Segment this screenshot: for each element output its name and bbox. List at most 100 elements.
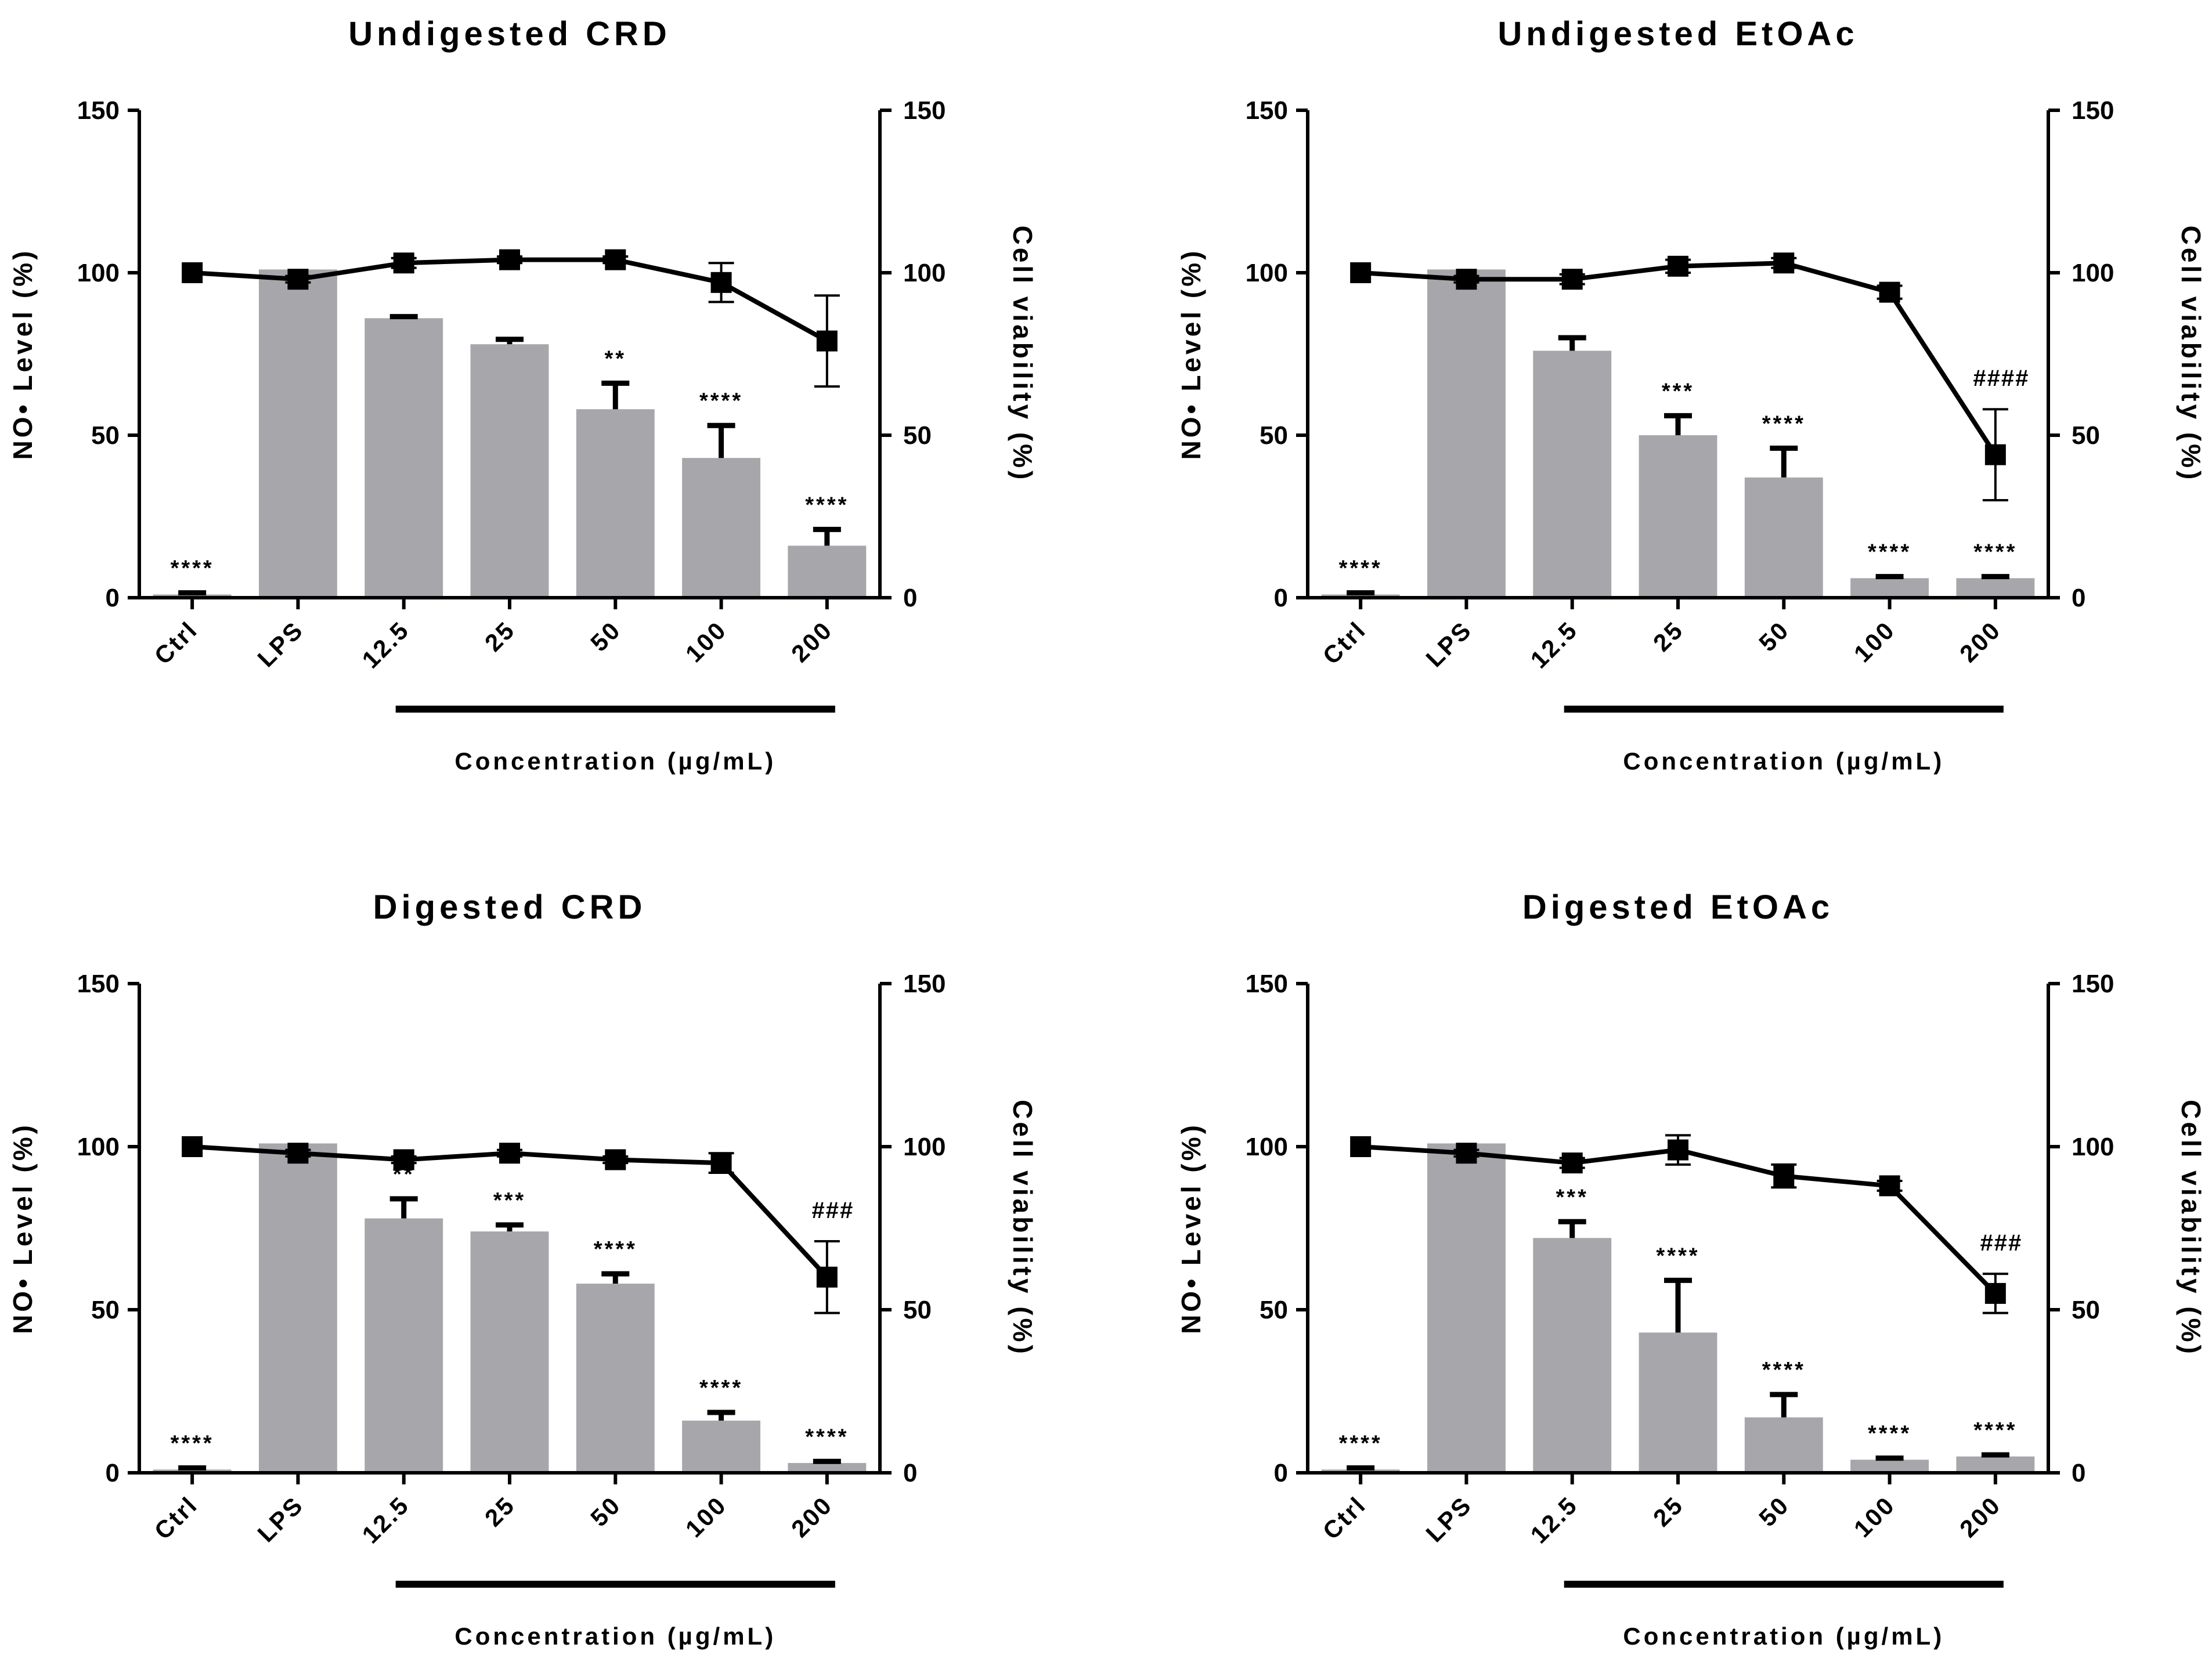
cell-viability-point bbox=[499, 249, 520, 270]
category-label: 200 bbox=[786, 616, 838, 667]
significance-label: **** bbox=[171, 1432, 214, 1456]
y2-tick-label: 50 bbox=[903, 1296, 932, 1324]
y2-tick-label: 100 bbox=[2072, 259, 2114, 287]
significance-label: **** bbox=[1868, 1422, 1911, 1446]
cell-viability-point bbox=[499, 1143, 520, 1164]
viability-significance-label: ### bbox=[811, 1198, 854, 1223]
y-axis-label: NO• Level (%) bbox=[8, 248, 38, 460]
category-label: 25 bbox=[479, 1491, 521, 1532]
cell-viability-point bbox=[1456, 269, 1477, 290]
cell-viability-point bbox=[393, 252, 414, 274]
significance-label: **** bbox=[1973, 540, 2017, 565]
y2-tick-label: 150 bbox=[903, 970, 946, 998]
chart-title: Undigested EtOAc bbox=[1497, 15, 1858, 53]
y-tick-label: 50 bbox=[91, 1296, 120, 1324]
y-tick-label: 0 bbox=[106, 1459, 120, 1487]
y-tick-label: 50 bbox=[1260, 421, 1288, 450]
no-level-bar bbox=[788, 1463, 867, 1473]
y-tick-label: 100 bbox=[1246, 1133, 1288, 1161]
cell-viability-point bbox=[605, 1149, 626, 1170]
significance-label: ** bbox=[604, 346, 626, 371]
no-level-bar bbox=[788, 545, 867, 598]
y-tick-label: 100 bbox=[1246, 259, 1288, 287]
significance-label: *** bbox=[1662, 379, 1694, 403]
category-label: 100 bbox=[1849, 616, 1900, 667]
cell-viability-point bbox=[1561, 1152, 1583, 1174]
no-level-bar bbox=[470, 1231, 549, 1473]
y-axis-label: NO• Level (%) bbox=[8, 1122, 38, 1334]
chart-title: Digested EtOAc bbox=[1522, 888, 1834, 926]
significance-label: **** bbox=[1339, 557, 1383, 581]
category-label: 12.5 bbox=[357, 616, 415, 674]
y2-axis-label: Cell viability (%) bbox=[1008, 1100, 1038, 1357]
cell-viability-point bbox=[710, 1152, 732, 1174]
y2-tick-label: 150 bbox=[2072, 970, 2114, 998]
no-level-bar bbox=[1744, 1417, 1823, 1473]
no-level-bar bbox=[1639, 1332, 1717, 1473]
y-tick-label: 0 bbox=[1274, 584, 1288, 612]
category-label: LPS bbox=[1420, 1491, 1477, 1547]
x-axis-label: Concentration (µg/mL) bbox=[1623, 747, 1944, 775]
cell-viability-point bbox=[1561, 269, 1583, 290]
x-axis-label: Concentration (µg/mL) bbox=[454, 1623, 776, 1650]
y2-tick-label: 150 bbox=[903, 96, 946, 125]
no-level-bar bbox=[1427, 269, 1506, 598]
cell-viability-point bbox=[393, 1149, 414, 1170]
significance-label: **** bbox=[1656, 1244, 1699, 1268]
category-label: Ctrl bbox=[1318, 1491, 1372, 1545]
y-tick-label: 150 bbox=[77, 970, 120, 998]
category-label: Ctrl bbox=[149, 1491, 203, 1545]
cell-viability-point bbox=[1350, 262, 1372, 283]
y2-tick-label: 50 bbox=[2072, 421, 2100, 450]
category-label: Ctrl bbox=[1318, 616, 1372, 670]
y2-tick-label: 0 bbox=[903, 1459, 917, 1487]
cell-viability-point bbox=[287, 269, 309, 290]
category-label: Ctrl bbox=[149, 616, 203, 670]
cell-viability-point bbox=[816, 1266, 838, 1288]
cell-viability-point bbox=[1773, 252, 1795, 274]
y2-tick-label: 50 bbox=[903, 421, 932, 450]
category-label: 25 bbox=[1648, 616, 1689, 657]
category-label: 200 bbox=[786, 1491, 838, 1542]
category-label: 50 bbox=[1753, 616, 1795, 657]
no-level-bar bbox=[1956, 578, 2035, 598]
no-level-bar bbox=[365, 318, 443, 598]
no-level-bar bbox=[682, 458, 761, 598]
category-label: LPS bbox=[252, 616, 308, 672]
category-label: 100 bbox=[680, 616, 732, 667]
no-level-bar bbox=[682, 1421, 761, 1473]
significance-label: **** bbox=[1762, 1358, 1806, 1382]
category-label: LPS bbox=[252, 1491, 308, 1547]
cell-viability-point bbox=[816, 330, 838, 352]
cell-viability-point bbox=[182, 262, 203, 283]
y-tick-label: 100 bbox=[77, 1133, 120, 1161]
no-level-bar bbox=[1533, 1238, 1612, 1473]
category-label: 50 bbox=[585, 616, 626, 657]
category-label: 200 bbox=[1954, 616, 2006, 667]
category-label: 200 bbox=[1954, 1491, 2006, 1542]
no-level-bar bbox=[365, 1218, 443, 1473]
cell-viability-point bbox=[1984, 444, 2006, 465]
x-axis-label: Concentration (µg/mL) bbox=[454, 747, 776, 775]
y2-tick-label: 0 bbox=[2072, 1459, 2085, 1487]
y2-tick-label: 0 bbox=[2072, 584, 2085, 612]
cell-viability-point bbox=[1668, 255, 1688, 277]
category-label: LPS bbox=[1420, 616, 1477, 672]
cell-viability-point bbox=[1879, 281, 1900, 303]
viability-significance-label: ### bbox=[1980, 1230, 2022, 1256]
cell-viability-point bbox=[605, 249, 626, 270]
no-level-bar bbox=[1956, 1456, 2035, 1473]
y2-axis-label: Cell viability (%) bbox=[2176, 1100, 2206, 1357]
significance-label: *** bbox=[493, 1188, 526, 1213]
chart-panel-4: Digested EtOAc******************* ****0 05… bbox=[1176, 888, 2206, 1650]
category-label: 12.5 bbox=[1525, 1491, 1583, 1549]
y-axis-label: NO• Level (%) bbox=[1176, 248, 1206, 460]
chart-panel-3: Digested CRD*********************0 050 501… bbox=[8, 888, 1038, 1650]
significance-label: **** bbox=[594, 1237, 637, 1262]
cell-viability-point bbox=[1879, 1175, 1900, 1197]
y-tick-label: 150 bbox=[77, 96, 120, 125]
cell-viability-point bbox=[1773, 1165, 1795, 1187]
y-axis-label: NO• Level (%) bbox=[1176, 1122, 1206, 1334]
